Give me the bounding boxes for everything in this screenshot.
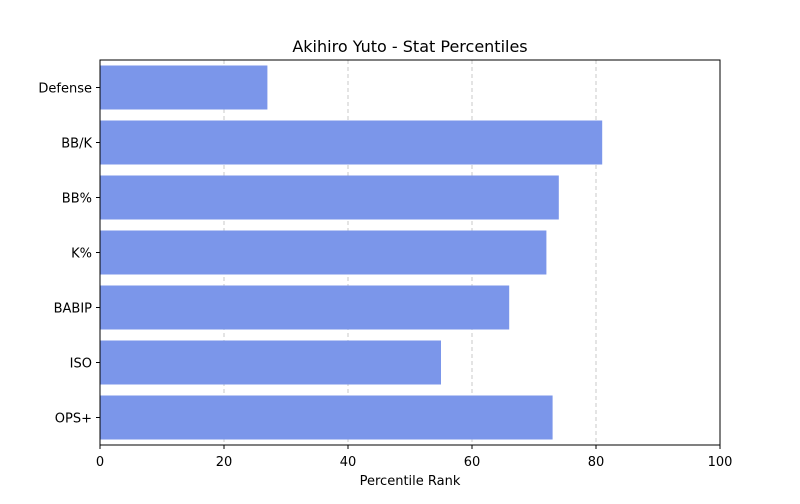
bar-OPS+	[100, 395, 553, 440]
y-tick-label: BABIP	[54, 302, 93, 317]
x-axis-label: Percentile Rank	[360, 474, 461, 489]
x-tick-label: 0	[96, 455, 104, 470]
x-tick-label: 20	[216, 455, 233, 470]
bar-K%	[100, 230, 547, 275]
y-tick-label: BB%	[62, 192, 92, 207]
y-tick-label: BB/K	[61, 137, 92, 152]
y-tick-label: OPS+	[55, 412, 92, 427]
bar-BABIP	[100, 285, 510, 330]
bars	[100, 65, 603, 440]
bar-BB%	[100, 175, 559, 220]
x-tick-label: 100	[708, 455, 733, 470]
y-axis-ticks: OPS+ ISO BABIP K% BB% BB/K Defense	[38, 82, 100, 427]
x-tick-label: 60	[464, 455, 481, 470]
y-tick-label: K%	[71, 247, 92, 262]
x-tick-label: 80	[588, 455, 605, 470]
bar-BB/K	[100, 120, 603, 165]
bar-Defense	[100, 65, 268, 110]
x-axis-ticks: 0 20 40 60 80 100	[96, 445, 733, 470]
y-tick-label: ISO	[70, 357, 92, 372]
y-tick-label: Defense	[38, 82, 92, 97]
x-tick-label: 40	[340, 455, 357, 470]
chart-title: Akihiro Yuto - Stat Percentiles	[292, 37, 527, 56]
bar-ISO	[100, 340, 441, 385]
